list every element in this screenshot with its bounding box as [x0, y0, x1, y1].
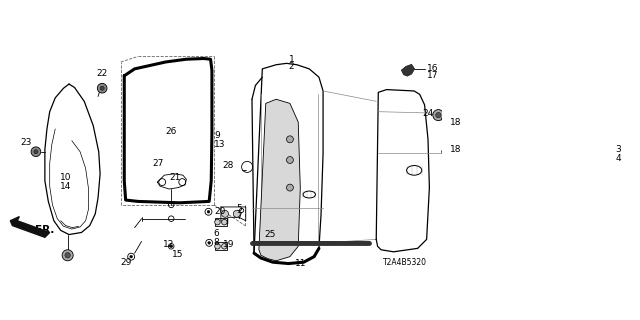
Circle shape — [214, 244, 220, 249]
Text: 15: 15 — [172, 250, 184, 259]
Text: 23: 23 — [20, 138, 32, 147]
Text: 16: 16 — [427, 64, 438, 73]
Polygon shape — [402, 65, 414, 76]
Text: 7: 7 — [236, 212, 242, 221]
Text: 22: 22 — [97, 69, 108, 78]
Circle shape — [287, 184, 293, 191]
Text: 28: 28 — [222, 161, 234, 170]
Bar — [214, 242, 227, 251]
Circle shape — [436, 112, 441, 118]
Text: 2: 2 — [289, 62, 294, 71]
Circle shape — [221, 244, 227, 249]
Text: 12: 12 — [163, 240, 175, 249]
Circle shape — [234, 210, 240, 217]
Text: 20: 20 — [214, 207, 225, 216]
Text: 18: 18 — [450, 117, 461, 126]
Text: 8: 8 — [213, 238, 219, 247]
Text: 29: 29 — [121, 258, 132, 267]
Circle shape — [31, 147, 41, 156]
Text: FR.: FR. — [35, 225, 54, 236]
Circle shape — [207, 210, 210, 213]
Circle shape — [208, 242, 211, 244]
Text: 6: 6 — [213, 229, 219, 238]
Circle shape — [100, 86, 104, 90]
Text: 25: 25 — [264, 230, 276, 239]
Text: 19: 19 — [223, 240, 234, 249]
Text: 13: 13 — [214, 140, 225, 149]
Circle shape — [442, 115, 449, 122]
Circle shape — [62, 250, 73, 261]
Circle shape — [221, 220, 227, 225]
Polygon shape — [259, 99, 300, 261]
Circle shape — [130, 255, 132, 258]
Bar — [214, 218, 227, 226]
Text: 9: 9 — [214, 131, 220, 140]
Text: 14: 14 — [60, 182, 71, 191]
Circle shape — [221, 210, 228, 217]
Text: 3: 3 — [616, 145, 621, 154]
Polygon shape — [10, 217, 50, 237]
Circle shape — [287, 136, 293, 143]
Text: T2A4B5320: T2A4B5320 — [383, 258, 427, 267]
Text: 26: 26 — [166, 126, 177, 135]
Text: 27: 27 — [152, 159, 163, 168]
Text: 4: 4 — [616, 154, 621, 163]
Text: 1: 1 — [289, 55, 294, 64]
Circle shape — [97, 84, 107, 93]
Circle shape — [433, 110, 444, 121]
Text: 18: 18 — [450, 145, 461, 154]
Circle shape — [65, 252, 70, 258]
Text: 10: 10 — [60, 173, 71, 182]
Circle shape — [34, 150, 38, 154]
Circle shape — [442, 148, 449, 155]
Text: 17: 17 — [427, 71, 438, 80]
Circle shape — [287, 156, 293, 164]
Circle shape — [214, 220, 220, 225]
Circle shape — [170, 245, 173, 248]
Text: 21: 21 — [169, 173, 180, 182]
Text: 5: 5 — [236, 204, 242, 213]
Text: 11: 11 — [294, 259, 306, 268]
Text: 24: 24 — [422, 108, 434, 117]
